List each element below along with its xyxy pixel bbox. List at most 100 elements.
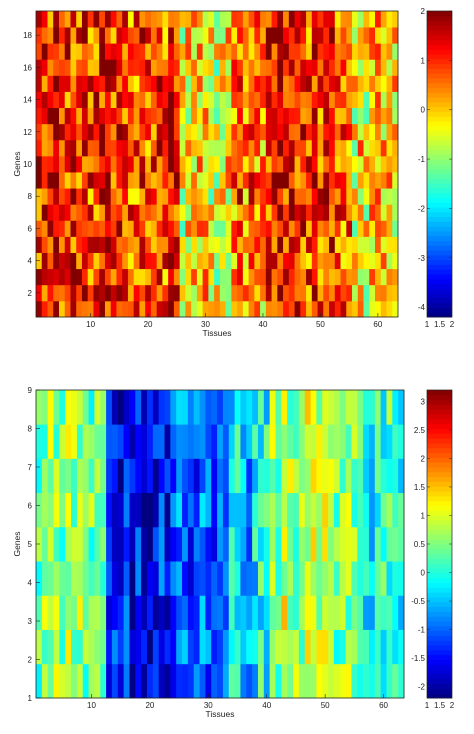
heatmap-cell [64, 220, 71, 237]
heatmap-cell [76, 91, 83, 109]
heatmap-cell [129, 390, 136, 425]
heatmap-cell [47, 390, 54, 425]
heatmap-cell [214, 91, 221, 109]
heatmap-cell [193, 526, 200, 562]
heatmap-cell [202, 43, 209, 60]
heatmap-cell [87, 27, 94, 44]
heatmap-cell [76, 268, 83, 286]
colorbar-segment [427, 15, 452, 22]
heatmap-cell [88, 458, 95, 494]
heatmap-cell [357, 458, 364, 494]
heatmap-cell [162, 220, 169, 237]
heatmap-cell [70, 107, 77, 125]
heatmap-cell [41, 629, 49, 665]
heatmap-cell [363, 91, 370, 109]
heatmap-cell [116, 59, 123, 76]
heatmap-cell [392, 155, 399, 173]
heatmap-cell [316, 663, 323, 699]
colorbar-segment [427, 519, 452, 526]
heatmap-cell [248, 236, 255, 253]
heatmap-cell [202, 27, 209, 44]
heatmap-cell [306, 123, 313, 141]
heatmap-cell [162, 204, 169, 221]
heatmap-cell [162, 252, 169, 270]
heatmap-cell [323, 284, 330, 302]
heatmap-cell [117, 424, 125, 459]
heatmap-cell [283, 268, 290, 286]
heatmap-cell [110, 11, 117, 28]
heatmap-cell [185, 91, 192, 109]
heatmap-cell [248, 268, 255, 286]
heatmap-cell [225, 139, 232, 157]
heatmap-cell [104, 204, 112, 221]
heatmap-cell [176, 424, 183, 459]
heatmap-cell [179, 252, 186, 270]
heatmap-cell [185, 123, 192, 141]
heatmap-cell [150, 284, 158, 302]
heatmap-cell [265, 139, 272, 157]
heatmap-cell [254, 43, 261, 60]
heatmap-cell [196, 252, 204, 270]
heatmap-cell [254, 284, 261, 302]
heatmap-cell [237, 300, 244, 318]
heatmap-cell [277, 155, 284, 173]
heatmap-cell [329, 43, 336, 60]
heatmap-cell [260, 43, 267, 60]
heatmap-cell [93, 107, 100, 125]
heatmap-cell [246, 458, 253, 494]
heatmap-cell [300, 220, 307, 237]
heatmap-cell [346, 139, 353, 157]
heatmap-cell [164, 629, 171, 665]
heatmap-cell [145, 220, 152, 237]
heatmap-cell [135, 595, 142, 630]
heatmap-cell [340, 91, 347, 109]
heatmap-cell [36, 492, 43, 528]
heatmap-cell [122, 91, 129, 109]
heatmap-cell [225, 59, 232, 76]
heatmap-cell [234, 663, 241, 699]
heatmap-cell [152, 458, 160, 494]
heatmap-cell [368, 561, 376, 596]
heatmap-cell [111, 561, 119, 596]
heatmap-cell [196, 107, 204, 125]
heatmap-cell [129, 526, 136, 562]
heatmap-cell [374, 663, 382, 699]
heatmap-cell [53, 492, 60, 528]
heatmap-cell [375, 204, 382, 221]
heatmap-cell [150, 236, 158, 253]
heatmap-cell [64, 300, 71, 318]
heatmap-cell [323, 123, 330, 141]
heatmap-cell [122, 300, 129, 318]
heatmap-cell [240, 458, 247, 494]
heatmap-cell [93, 284, 100, 302]
heatmap-cell [139, 300, 146, 318]
heatmap-cell [145, 75, 152, 92]
heatmap-cell [127, 11, 135, 28]
heatmap-cell [369, 27, 376, 44]
heatmap-cell [179, 91, 186, 109]
heatmap-cell [94, 424, 101, 459]
heatmap-cell [363, 526, 370, 562]
heatmap-cell [133, 75, 140, 92]
heatmap-cell [185, 139, 192, 157]
heatmap-cell [93, 43, 100, 60]
heatmap-cell [363, 458, 370, 494]
heatmap-cell [99, 139, 106, 157]
heatmap-cell [219, 284, 227, 302]
heatmap-cell [351, 492, 358, 528]
x-tick-label: 40 [259, 320, 268, 329]
heatmap-cell [246, 424, 253, 459]
heatmap-cell [260, 220, 267, 237]
heatmap-cell [41, 492, 49, 528]
heatmap-cell [254, 172, 261, 189]
heatmap-cell [287, 595, 294, 630]
colorbar-segment [427, 211, 452, 218]
colorbar-segment [427, 77, 452, 84]
heatmap-cell [53, 59, 60, 76]
heatmap-cell [93, 220, 100, 237]
heatmap-cell [271, 123, 278, 141]
y-axis-label: Genes [12, 531, 22, 556]
y-tick-label: 4 [28, 579, 33, 588]
heatmap-cell [87, 236, 94, 253]
heatmap-cell [254, 204, 261, 221]
